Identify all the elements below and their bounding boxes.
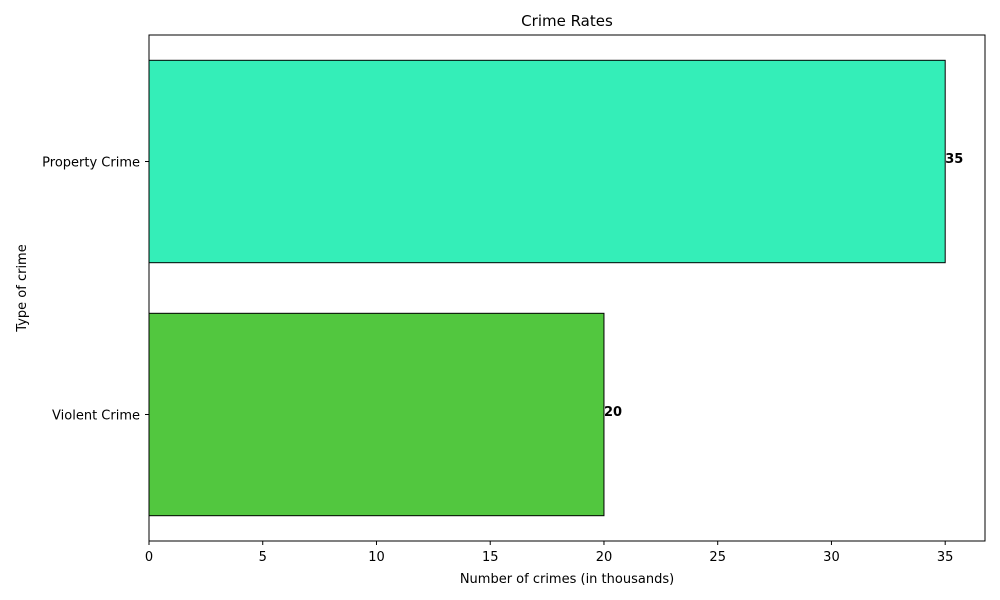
bar-violent-crime [148, 312, 605, 517]
x-tick-label-30: 30 [823, 550, 840, 565]
x-axis-label: Number of crimes (in thousands) [460, 572, 674, 587]
y-tick-label-property-crime: Property Crime [42, 156, 140, 171]
x-tick-label-5: 5 [259, 550, 267, 565]
y-tick-label-violent-crime: Violent Crime [52, 409, 140, 424]
bar-property-crime [148, 59, 946, 264]
x-tick-label-0: 0 [145, 550, 153, 565]
x-tick-label-20: 20 [596, 550, 613, 565]
x-tick-label-25: 25 [709, 550, 726, 565]
x-axis-ticks: 0 5 10 15 20 25 30 35 [145, 541, 954, 565]
value-label-violent-crime: 20 [604, 405, 622, 420]
bars-group [148, 59, 946, 517]
y-axis-label: Type of crime [15, 244, 30, 332]
x-tick-label-35: 35 [937, 550, 954, 565]
value-label-property-crime: 35 [945, 152, 963, 167]
x-tick-label-10: 10 [368, 550, 385, 565]
chart-title: Crime Rates [521, 12, 613, 30]
x-tick-label-15: 15 [482, 550, 499, 565]
plot-frame [148, 34, 986, 542]
y-axis-ticks: Violent Crime Property Crime [42, 156, 149, 424]
